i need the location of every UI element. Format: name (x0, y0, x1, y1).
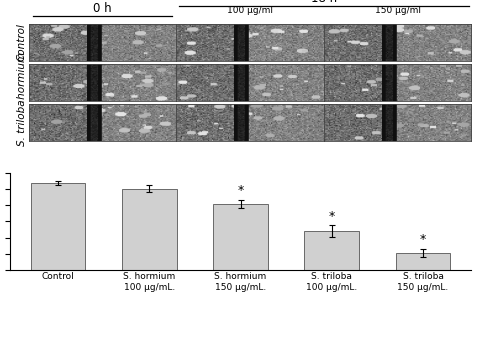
Bar (121, 189, 176, 270)
Text: 18 h: 18 h (310, 0, 336, 5)
Bar (31, 183, 85, 270)
Bar (395, 253, 449, 270)
Text: 0 h: 0 h (93, 2, 112, 15)
Text: S. triloba: S. triloba (17, 99, 27, 146)
Text: Control: Control (17, 24, 27, 61)
Text: S. hormium: S. hormium (17, 52, 27, 113)
Bar (304, 231, 359, 270)
Bar (213, 204, 267, 270)
Text: 150 μg/ml: 150 μg/ml (374, 6, 420, 15)
Text: *: * (328, 210, 334, 223)
Text: *: * (419, 233, 425, 246)
Text: 100 μg/ml: 100 μg/ml (227, 6, 273, 15)
Text: *: * (237, 184, 243, 197)
